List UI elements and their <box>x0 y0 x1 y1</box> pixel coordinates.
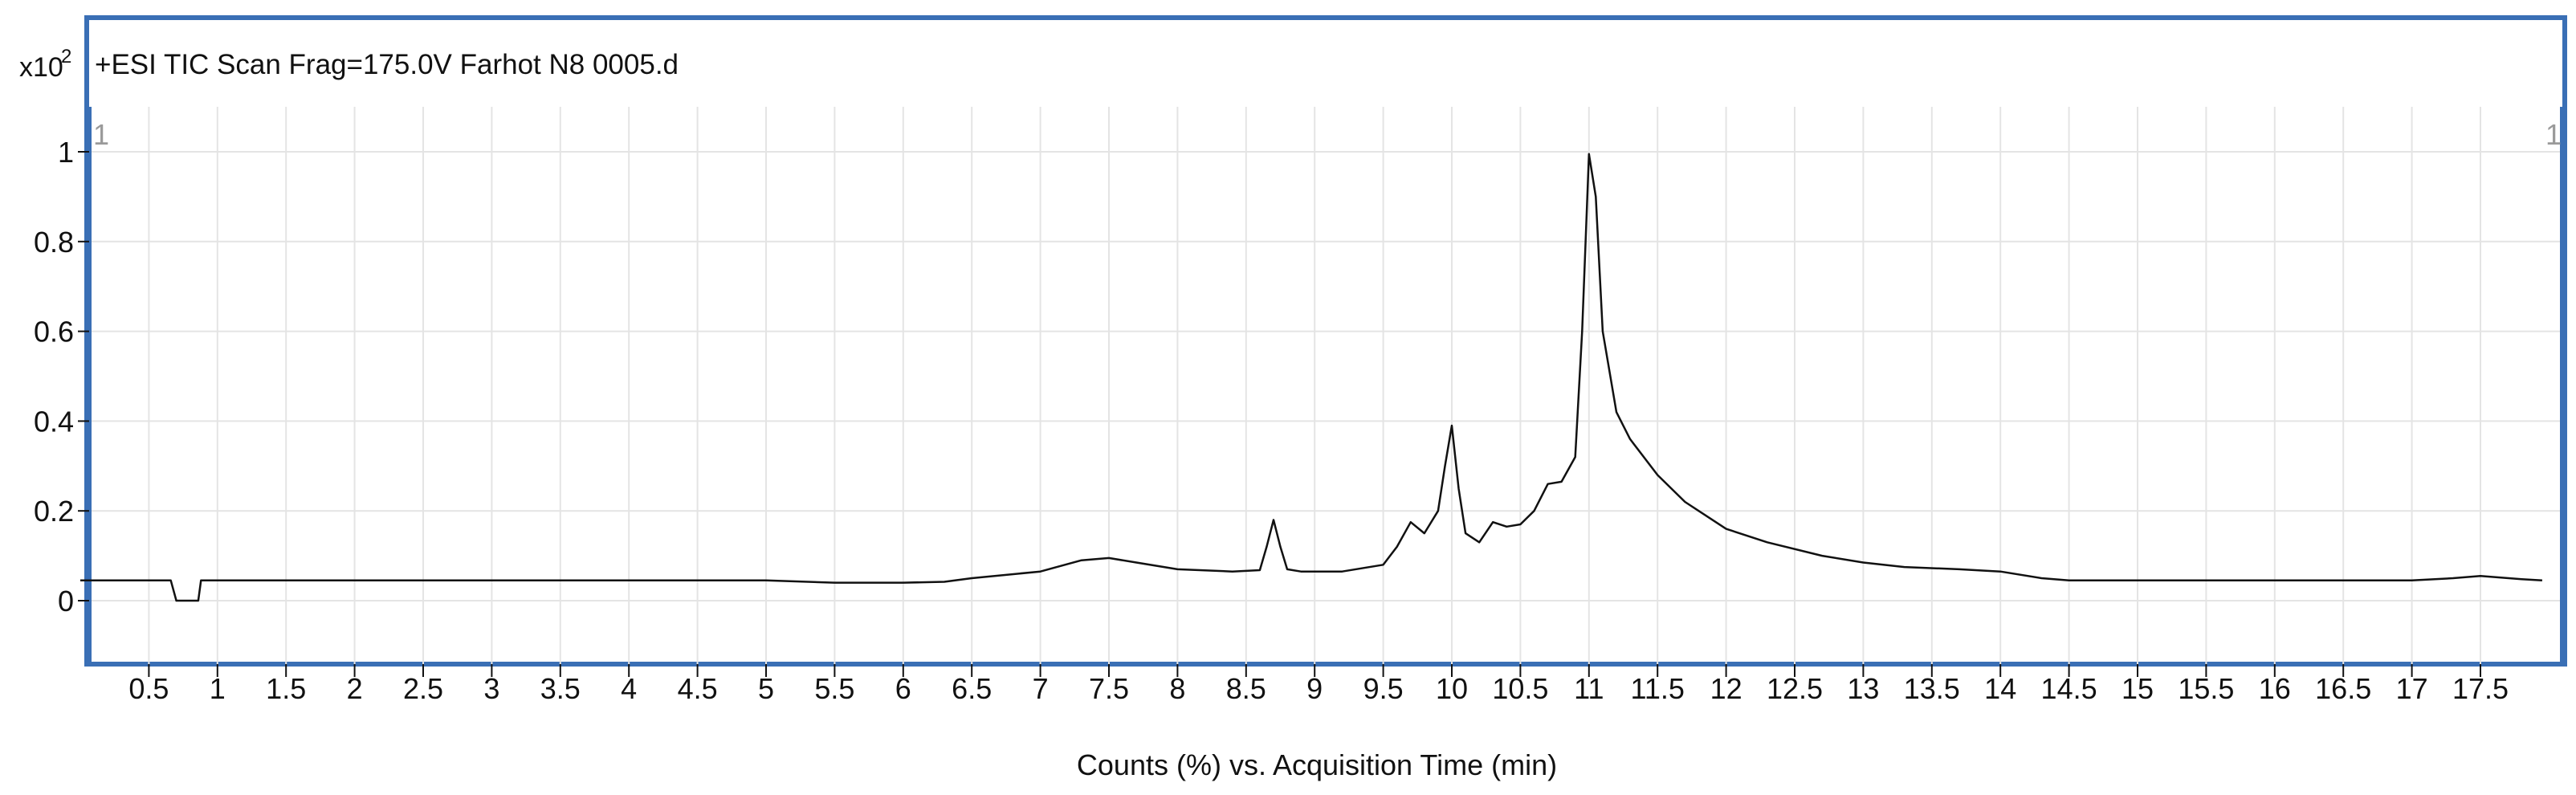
x-tick-label: 5 <box>758 672 774 705</box>
x-axis-ticks: 0.5 1 1.5 2 2.5 3 3.5 4 4.5 5 5.5 6 6.5 7 7.5 8 8.5 9 9.5 1… <box>128 664 2509 705</box>
x-tick-label: 14 <box>1984 672 2016 705</box>
y-tick-label: 0.2 <box>34 495 74 528</box>
x-tick-label: 1.5 <box>266 672 306 705</box>
y-tick-label: 0.8 <box>34 226 74 259</box>
x-tick-label: 4 <box>621 672 637 705</box>
x-tick-label: 2.5 <box>403 672 443 705</box>
x-tick-label: 9.5 <box>1363 672 1404 705</box>
grid-lines <box>89 107 2562 664</box>
y-scale-exponent: 2 <box>61 46 71 67</box>
tic-trace-line <box>80 153 2542 602</box>
x-tick-label: 11 <box>1574 672 1604 705</box>
x-tick-label: 1 <box>210 672 226 705</box>
x-tick-label: 7 <box>1033 672 1049 705</box>
x-tick-label: 16 <box>2259 672 2291 705</box>
x-tick-label: 12 <box>1710 672 1742 705</box>
x-tick-label: 5.5 <box>814 672 854 705</box>
x-tick-label: 4.5 <box>678 672 718 705</box>
corner-label-left: 1 <box>93 118 109 151</box>
x-tick-label: 10.5 <box>1492 672 1548 705</box>
x-tick-label: 11.5 <box>1630 672 1684 705</box>
y-tick-label: 0.6 <box>34 316 74 349</box>
y-axis-ticks: 0 0.2 0.4 0.6 0.8 1 <box>34 136 89 618</box>
x-tick-label: 14.5 <box>2041 672 2097 705</box>
x-tick-label: 6 <box>895 672 911 705</box>
x-tick-label: 13.5 <box>1904 672 1960 705</box>
x-tick-label: 17 <box>2396 672 2428 705</box>
y-tick-label: 0 <box>58 585 74 618</box>
x-tick-label: 3.5 <box>540 672 581 705</box>
x-tick-label: 13 <box>1847 672 1879 705</box>
x-axis-title: Counts (%) vs. Acquisition Time (min) <box>1077 748 1557 781</box>
x-tick-label: 2 <box>347 672 363 705</box>
chart-title: +ESI TIC Scan Frag=175.0V Farhot N8 0005… <box>95 49 679 80</box>
x-tick-label: 0.5 <box>128 672 169 705</box>
x-tick-label: 8 <box>1169 672 1185 705</box>
x-tick-label: 7.5 <box>1089 672 1129 705</box>
y-scale-label: x10 <box>19 52 63 83</box>
x-tick-label: 6.5 <box>952 672 992 705</box>
x-tick-label: 10 <box>1436 672 1468 705</box>
x-tick-label: 12.5 <box>1767 672 1823 705</box>
corner-label-right: 1 <box>2545 118 2562 151</box>
y-tick-label: 0.4 <box>34 405 74 438</box>
x-tick-label: 15.5 <box>2178 672 2234 705</box>
data-layer <box>80 153 2542 602</box>
x-tick-label: 3 <box>483 672 499 705</box>
x-tick-label: 17.5 <box>2452 672 2509 705</box>
x-tick-label: 16.5 <box>2315 672 2371 705</box>
x-tick-label: 15 <box>2122 672 2154 705</box>
x-tick-label: 8.5 <box>1226 672 1266 705</box>
x-tick-label: 9 <box>1306 672 1323 705</box>
y-tick-label: 1 <box>58 136 74 169</box>
